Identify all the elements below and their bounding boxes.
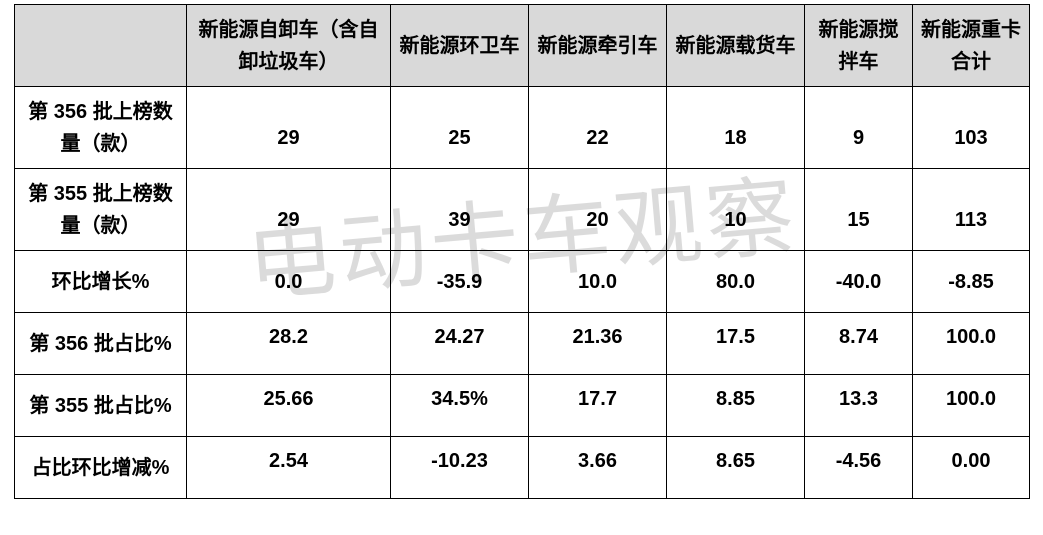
col-header-mixer: 新能源搅拌车 [805,5,913,87]
data-table: 新能源自卸车（含自卸垃圾车） 新能源环卫车 新能源牵引车 新能源载货车 新能源搅… [14,4,1030,499]
cell-value: 15 [805,169,913,251]
table-row: 第 356 批上榜数量（款） 29 25 22 18 9 103 [15,87,1030,169]
col-header-tractor: 新能源牵引车 [529,5,667,87]
cell-value: 2.54 [187,437,391,499]
cell-value: 113 [913,169,1030,251]
col-header-sanitation: 新能源环卫车 [391,5,529,87]
table-row: 环比增长% 0.0 -35.9 10.0 80.0 -40.0 -8.85 [15,251,1030,313]
cell-value: 0.0 [187,251,391,313]
cell-value: 20 [529,169,667,251]
cell-value: 9 [805,87,913,169]
table-header-row: 新能源自卸车（含自卸垃圾车） 新能源环卫车 新能源牵引车 新能源载货车 新能源搅… [15,5,1030,87]
cell-value: 103 [913,87,1030,169]
cell-value: 8.85 [667,375,805,437]
row-label: 占比环比增减% [15,437,187,499]
row-label: 环比增长% [15,251,187,313]
cell-value: 10.0 [529,251,667,313]
cell-value: 17.7 [529,375,667,437]
cell-value: 8.74 [805,313,913,375]
cell-value: 24.27 [391,313,529,375]
cell-value: 100.0 [913,375,1030,437]
col-header-cargo: 新能源载货车 [667,5,805,87]
cell-value: 0.00 [913,437,1030,499]
cell-value: 10 [667,169,805,251]
cell-value: 80.0 [667,251,805,313]
row-label: 第 356 批占比% [15,313,187,375]
cell-value: 22 [529,87,667,169]
table-row: 第 355 批占比% 25.66 34.5% 17.7 8.85 13.3 10… [15,375,1030,437]
cell-value: -10.23 [391,437,529,499]
cell-value: 100.0 [913,313,1030,375]
cell-value: 25 [391,87,529,169]
cell-value: 18 [667,87,805,169]
cell-value: -8.85 [913,251,1030,313]
cell-value: -4.56 [805,437,913,499]
col-header-blank [15,5,187,87]
cell-value: 8.65 [667,437,805,499]
col-header-dump-truck: 新能源自卸车（含自卸垃圾车） [187,5,391,87]
cell-value: 3.66 [529,437,667,499]
row-label: 第 355 批占比% [15,375,187,437]
table-row: 第 356 批占比% 28.2 24.27 21.36 17.5 8.74 10… [15,313,1030,375]
row-label: 第 355 批上榜数量（款） [15,169,187,251]
cell-value: -40.0 [805,251,913,313]
col-header-total: 新能源重卡合计 [913,5,1030,87]
cell-value: 25.66 [187,375,391,437]
cell-value: 13.3 [805,375,913,437]
cell-value: 17.5 [667,313,805,375]
cell-value: 28.2 [187,313,391,375]
table-row: 占比环比增减% 2.54 -10.23 3.66 8.65 -4.56 0.00 [15,437,1030,499]
cell-value: -35.9 [391,251,529,313]
cell-value: 21.36 [529,313,667,375]
table-row: 第 355 批上榜数量（款） 29 39 20 10 15 113 [15,169,1030,251]
data-table-container: 新能源自卸车（含自卸垃圾车） 新能源环卫车 新能源牵引车 新能源载货车 新能源搅… [14,4,1029,499]
cell-value: 29 [187,169,391,251]
cell-value: 39 [391,169,529,251]
cell-value: 29 [187,87,391,169]
row-label: 第 356 批上榜数量（款） [15,87,187,169]
cell-value: 34.5% [391,375,529,437]
